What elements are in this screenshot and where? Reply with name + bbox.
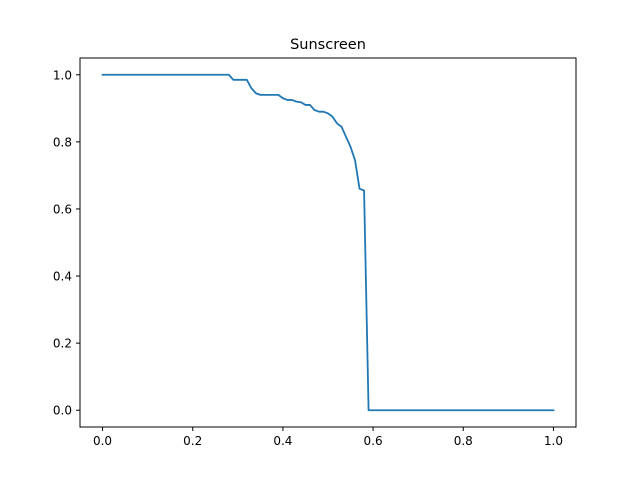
y-tick-label: 0.6 xyxy=(53,202,72,216)
series-line-0 xyxy=(101,73,555,412)
plot-area xyxy=(101,73,555,412)
x-tick-label: 0.0 xyxy=(93,434,112,448)
axes-frame xyxy=(79,57,577,428)
y-tick-label: 0.2 xyxy=(53,337,72,351)
x-tick-label: 0.2 xyxy=(183,434,202,448)
x-tick-label: 0.8 xyxy=(454,434,473,448)
x-tick-label: 1.0 xyxy=(544,434,563,448)
x-tick-label: 0.6 xyxy=(364,434,383,448)
x-tick-label: 0.4 xyxy=(273,434,292,448)
chart-title: Sunscreen xyxy=(290,37,366,53)
y-tick-label: 0.8 xyxy=(53,135,72,149)
y-tick-label: 1.0 xyxy=(53,68,72,82)
axes: 0.0 0.2 0.4 0.6 0.8 1.0 0.0 0.2 0.4 0.6 0.8 1.0 xyxy=(53,57,577,448)
y-tick-label: 0.4 xyxy=(53,270,72,284)
y-tick-label: 0.0 xyxy=(53,404,72,418)
